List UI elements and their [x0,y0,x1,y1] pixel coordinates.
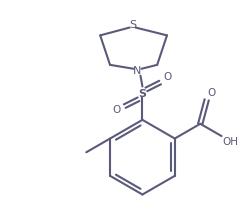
Text: O: O [113,105,121,115]
Text: OH: OH [222,137,239,147]
Text: O: O [163,72,171,82]
Text: N: N [133,66,142,76]
Text: S: S [129,19,136,30]
Text: O: O [208,88,216,98]
Text: S: S [138,89,147,99]
